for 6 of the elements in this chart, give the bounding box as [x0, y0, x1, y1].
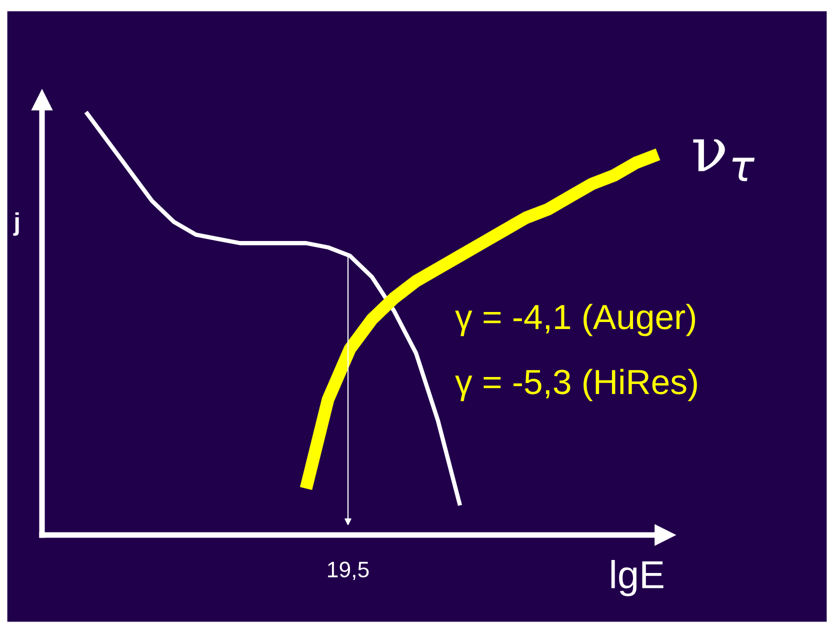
text: 19,5 [328, 562, 369, 580]
annotation: γ = -4,1 (Auger) [455, 304, 696, 336]
y-axis-title: j [13, 212, 19, 236]
series-label: ν$_{τ}$ [693, 139, 755, 182]
x-axis-title: lgE [611, 560, 664, 596]
annotation: γ = -5,3 (HiRes) [455, 368, 697, 402]
